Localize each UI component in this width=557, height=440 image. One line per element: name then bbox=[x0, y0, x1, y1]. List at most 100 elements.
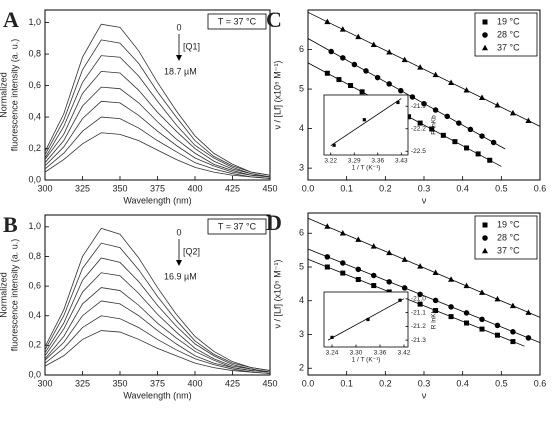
legend-label: 37 °C bbox=[497, 245, 520, 255]
marker bbox=[417, 291, 423, 298]
marker bbox=[363, 68, 369, 74]
marker bbox=[386, 49, 393, 55]
marker bbox=[355, 276, 361, 282]
condition-label: T = 37 °C bbox=[218, 221, 257, 231]
marker bbox=[494, 102, 501, 108]
x-tick-label: 3.36 bbox=[374, 350, 387, 357]
marker bbox=[479, 133, 485, 139]
marker bbox=[374, 74, 381, 81]
marker bbox=[510, 339, 516, 345]
y-tick-label: 3 bbox=[299, 163, 304, 173]
marker bbox=[482, 235, 488, 241]
x-tick-label: 0.5 bbox=[495, 183, 508, 193]
x-tick-label: 400 bbox=[187, 183, 202, 193]
spectrum-line bbox=[44, 300, 271, 373]
x-tick-label: 0.1 bbox=[340, 183, 353, 193]
x-tick-label: 0.0 bbox=[302, 378, 315, 388]
annotation: [Q1] bbox=[183, 41, 200, 51]
marker bbox=[359, 89, 365, 95]
x-tick-label: 375 bbox=[150, 183, 165, 193]
marker bbox=[339, 230, 346, 236]
marker bbox=[448, 304, 454, 310]
x-tick-label: 0.6 bbox=[534, 378, 547, 388]
marker bbox=[401, 56, 408, 63]
spectrum-line bbox=[44, 330, 271, 374]
marker bbox=[463, 87, 470, 93]
marker bbox=[396, 100, 400, 105]
marker bbox=[482, 247, 488, 254]
y-tick-label: -22.2 bbox=[411, 125, 426, 132]
condition-box bbox=[207, 13, 267, 30]
marker bbox=[464, 320, 470, 326]
y-tick-label: 4 bbox=[299, 295, 304, 305]
marker bbox=[467, 126, 474, 133]
marker bbox=[452, 139, 458, 145]
x-tick-label: 0.2 bbox=[379, 378, 392, 388]
y-axis-label: fluorescence intensity (a. u.) bbox=[9, 39, 19, 152]
x-tick-label: 0.2 bbox=[379, 183, 392, 193]
spectrum-line bbox=[44, 55, 271, 178]
annotation: 0 bbox=[176, 22, 181, 32]
plot-frame bbox=[44, 214, 271, 376]
x-tick-label: 3.29 bbox=[348, 158, 361, 165]
marker bbox=[355, 266, 362, 273]
arrow-head bbox=[176, 55, 182, 61]
marker bbox=[510, 329, 516, 335]
marker bbox=[463, 282, 470, 289]
marker bbox=[371, 283, 377, 289]
marker bbox=[479, 94, 485, 101]
x-tick-label: 450 bbox=[262, 183, 277, 193]
panel-label: A bbox=[3, 7, 19, 32]
y-tick-label: 0,2 bbox=[28, 143, 41, 153]
marker bbox=[324, 254, 331, 260]
marker bbox=[432, 297, 439, 304]
x-tick-label: 3.43 bbox=[395, 158, 408, 165]
x-tick-label: 3.36 bbox=[371, 158, 384, 165]
marker bbox=[370, 41, 377, 48]
spectrum-line bbox=[44, 39, 271, 176]
panel-label: B bbox=[3, 212, 18, 237]
x-axis-label: Wavelength (nm) bbox=[123, 195, 191, 205]
x-tick-label: 3.42 bbox=[398, 350, 411, 357]
marker bbox=[324, 18, 331, 25]
marker bbox=[482, 19, 488, 25]
marker bbox=[417, 64, 424, 70]
y-tick-label: 0,6 bbox=[28, 280, 41, 290]
y-tick-label: 0,4 bbox=[28, 310, 41, 320]
marker bbox=[348, 83, 354, 89]
x-tick-label: 3.22 bbox=[324, 158, 337, 165]
annotation: 16.9 µM bbox=[164, 271, 197, 281]
legend-label: 28 °C bbox=[497, 29, 520, 39]
marker bbox=[494, 322, 501, 329]
y-tick-label: 0,8 bbox=[28, 48, 41, 58]
marker bbox=[336, 77, 342, 83]
x-tick-label: 0.3 bbox=[418, 183, 431, 193]
marker bbox=[525, 309, 532, 315]
fit-line bbox=[327, 298, 405, 341]
y-tick-label: 4 bbox=[299, 123, 304, 133]
x-tick-label: 375 bbox=[150, 378, 165, 388]
x-tick-label: 3.30 bbox=[350, 350, 363, 357]
x-tick-label: 0.3 bbox=[418, 378, 431, 388]
y-axis-label: R lnKb bbox=[431, 115, 438, 135]
marker bbox=[525, 117, 532, 123]
arrow-head bbox=[176, 260, 182, 266]
y-axis-label: fluorescence intensity (a. u.) bbox=[9, 239, 19, 352]
spectrum-line bbox=[44, 70, 271, 178]
marker bbox=[421, 100, 427, 107]
legend-label: 19 °C bbox=[497, 219, 520, 229]
y-axis-label: ν / [Lf] (x10⁵ M⁻¹) bbox=[272, 260, 282, 329]
marker bbox=[401, 285, 408, 291]
marker bbox=[370, 272, 377, 279]
x-tick-label: 425 bbox=[225, 183, 240, 193]
x-axis-label: 1 / T (K⁻¹) bbox=[352, 165, 381, 172]
marker bbox=[330, 335, 334, 339]
condition-label: T = 37 °C bbox=[218, 16, 257, 26]
x-axis-label: ν bbox=[422, 390, 427, 400]
marker bbox=[432, 71, 439, 78]
marker bbox=[444, 113, 450, 120]
marker bbox=[324, 70, 330, 76]
marker bbox=[355, 33, 362, 40]
marker bbox=[479, 326, 485, 332]
